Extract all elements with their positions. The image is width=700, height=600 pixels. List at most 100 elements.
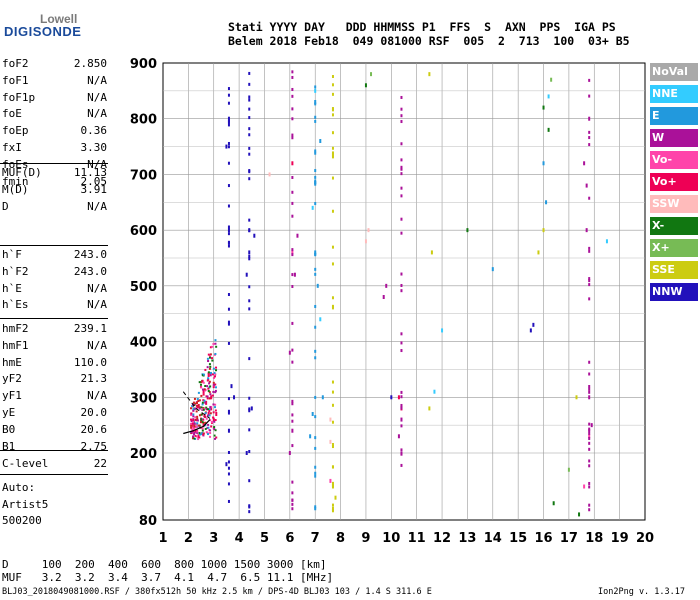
x-tick-label: 14 bbox=[484, 531, 502, 546]
echo-point bbox=[331, 509, 334, 513]
echo-point bbox=[214, 409, 217, 412]
echo-point bbox=[193, 425, 196, 428]
echo-point bbox=[314, 179, 317, 183]
echo-point bbox=[314, 102, 317, 106]
echo-point bbox=[314, 202, 317, 206]
echo-point bbox=[207, 360, 210, 363]
echo-point bbox=[196, 430, 199, 433]
echo-point bbox=[605, 239, 608, 244]
echo-point bbox=[205, 408, 208, 411]
echo-point bbox=[588, 246, 591, 250]
echo-point bbox=[227, 116, 230, 121]
echo-point bbox=[291, 175, 294, 179]
echo-point bbox=[212, 390, 215, 393]
x-tick-label: 4 bbox=[235, 531, 244, 546]
echo-point bbox=[209, 353, 212, 356]
echo-point bbox=[268, 172, 271, 177]
echo-point bbox=[208, 414, 211, 417]
param-label: hmF2 bbox=[2, 322, 29, 335]
echo-point bbox=[331, 113, 334, 117]
param-label: hmF1 bbox=[2, 338, 29, 352]
echo-point bbox=[250, 406, 253, 411]
echo-point bbox=[400, 405, 403, 409]
param-value: 3.91 bbox=[80, 182, 108, 196]
echo-point bbox=[208, 391, 211, 394]
echo-point bbox=[578, 512, 581, 517]
echo-point bbox=[542, 161, 545, 166]
echo-point bbox=[196, 422, 199, 425]
echo-point bbox=[248, 71, 251, 75]
echo-point bbox=[197, 434, 200, 439]
echo-point bbox=[331, 481, 334, 485]
echo-point bbox=[331, 296, 334, 300]
echo-point bbox=[196, 415, 199, 418]
header-line-1: Stati YYYY DAY DDD HHMMSS P1 FFS S AXN P… bbox=[228, 20, 616, 34]
echo-point bbox=[200, 406, 203, 409]
echo-point bbox=[227, 87, 230, 91]
echo-point bbox=[397, 395, 400, 400]
echo-point bbox=[400, 172, 403, 176]
echo-point bbox=[248, 95, 251, 99]
echo-point bbox=[205, 400, 208, 405]
echo-point bbox=[588, 441, 591, 445]
echo-point bbox=[583, 161, 586, 166]
echo-point bbox=[253, 233, 256, 238]
echo-point bbox=[227, 141, 230, 145]
echo-point bbox=[202, 433, 205, 436]
echo-point bbox=[192, 419, 195, 422]
echo-point bbox=[529, 328, 532, 333]
echo-point bbox=[192, 407, 195, 410]
echo-point bbox=[191, 437, 194, 440]
echo-point bbox=[203, 388, 206, 391]
echo-point bbox=[207, 423, 210, 426]
echo-point bbox=[400, 417, 403, 422]
echo-point bbox=[248, 169, 251, 173]
param-row: yE 20.0 bbox=[2, 406, 107, 419]
echo-point bbox=[213, 426, 216, 429]
param-row: foF1 N/A bbox=[2, 74, 107, 87]
param-row: foEp 0.36 bbox=[2, 124, 107, 137]
echo-point bbox=[225, 462, 228, 467]
echo-point bbox=[189, 422, 192, 425]
echo-point bbox=[291, 253, 294, 257]
echo-point bbox=[400, 452, 403, 456]
echo-point bbox=[314, 356, 317, 360]
echo-point bbox=[214, 429, 217, 432]
echo-point bbox=[248, 396, 251, 400]
echo-point bbox=[466, 228, 469, 233]
echo-point bbox=[314, 325, 317, 329]
param-value: N/A bbox=[87, 157, 107, 171]
echo-point bbox=[215, 345, 218, 348]
echo-point bbox=[248, 127, 251, 131]
echo-point bbox=[192, 409, 195, 412]
echo-point bbox=[291, 94, 294, 98]
echo-point bbox=[193, 437, 196, 440]
echo-point bbox=[195, 404, 198, 407]
param-value: N/A bbox=[87, 281, 107, 295]
echo-point bbox=[195, 410, 198, 413]
echo-point bbox=[190, 431, 193, 434]
echo-point bbox=[331, 306, 334, 310]
echo-point bbox=[192, 435, 195, 438]
echo-point bbox=[331, 74, 334, 78]
param-row: h`F 243.0 bbox=[2, 248, 107, 261]
echo-point bbox=[248, 428, 251, 432]
echo-point bbox=[314, 415, 317, 419]
echo-point bbox=[202, 423, 205, 428]
echo-point bbox=[585, 183, 588, 188]
echo-point bbox=[291, 161, 294, 166]
param-label: foF1p bbox=[2, 90, 36, 104]
echo-point bbox=[191, 422, 194, 425]
echo-point bbox=[214, 352, 217, 355]
param-value: N/A bbox=[87, 73, 107, 87]
echo-point bbox=[194, 416, 197, 419]
echo-point bbox=[542, 228, 545, 233]
param-value: N/A bbox=[87, 389, 107, 403]
echo-point bbox=[227, 145, 230, 149]
echo-point bbox=[211, 345, 214, 348]
echo-point bbox=[198, 399, 201, 402]
echo-point bbox=[204, 385, 207, 388]
echo-point bbox=[331, 403, 334, 407]
echo-point bbox=[291, 348, 294, 352]
echo-point bbox=[314, 507, 317, 511]
